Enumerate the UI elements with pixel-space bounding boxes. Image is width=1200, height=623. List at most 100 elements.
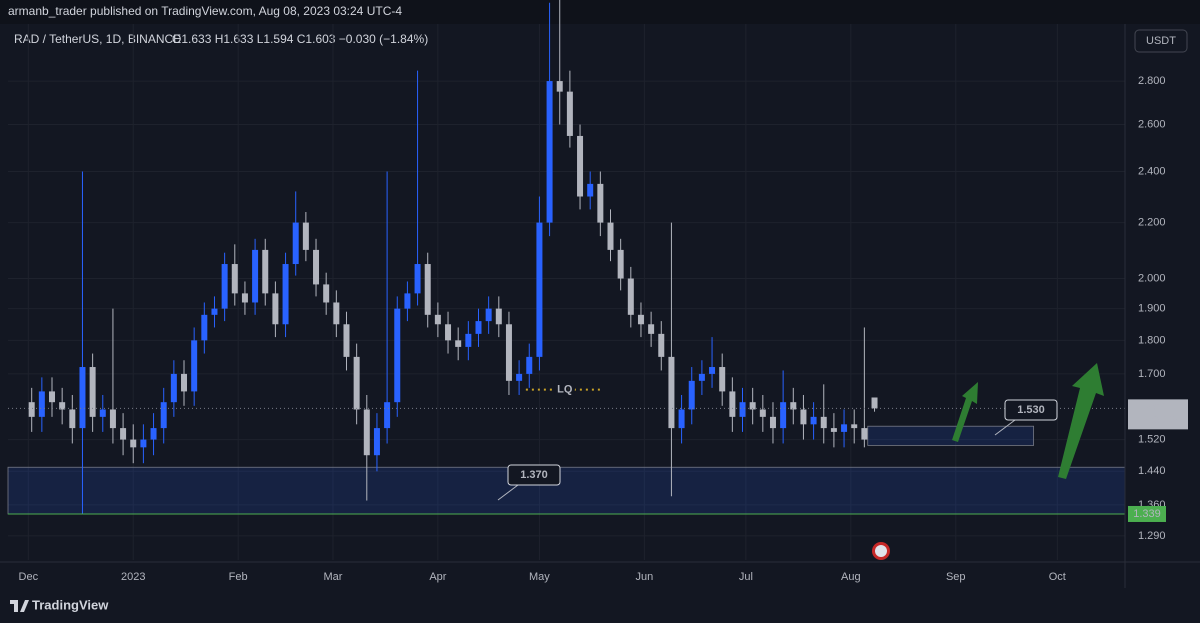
zone-label: 1.530 (1017, 404, 1045, 416)
event-icon[interactable] (872, 542, 890, 560)
y-tick-label: 1.800 (1138, 334, 1166, 346)
candle-body (830, 428, 837, 432)
candle-body (394, 308, 401, 403)
x-tick-label: Aug (841, 571, 861, 583)
candle-body (404, 293, 411, 309)
y-tick-label: 1.520 (1138, 433, 1166, 445)
arrow-large (1058, 363, 1104, 479)
candle-body (89, 367, 96, 417)
candle-body (556, 81, 563, 92)
candle-body (536, 222, 543, 357)
candle-body (221, 264, 228, 309)
candle-body (181, 373, 188, 392)
candle-body (739, 402, 746, 417)
candle-body (302, 222, 309, 250)
callout-box (1004, 399, 1058, 421)
candle-body (38, 391, 45, 417)
candle-body (69, 409, 76, 429)
candle-body (109, 409, 116, 429)
currency-button[interactable] (1134, 29, 1188, 53)
candle-body (434, 314, 441, 325)
y-tick-label: 1.700 (1138, 368, 1166, 380)
candle-body (648, 324, 655, 334)
x-tick-label: Apr (429, 571, 446, 583)
candle-body (516, 373, 523, 381)
candle-body (201, 314, 208, 341)
candle-body (333, 302, 340, 325)
candle-body (424, 264, 431, 315)
candle-body (445, 324, 452, 341)
candle-body (241, 293, 248, 303)
x-tick-label: Feb (229, 571, 248, 583)
countdown: 16:35:35 (1138, 414, 1181, 426)
arrow-small (952, 382, 978, 442)
candle-body (455, 340, 462, 347)
candle-body (577, 135, 584, 197)
candle-body (871, 397, 878, 409)
candle-body (769, 416, 776, 429)
y-tick-label: 2.000 (1138, 272, 1166, 284)
candle-body (759, 409, 766, 417)
candle-body (170, 373, 177, 403)
candle-body (627, 278, 634, 315)
candle-body (130, 439, 137, 448)
candle-body (790, 402, 797, 410)
callout-pointer (994, 419, 1016, 436)
candle-body (810, 416, 817, 425)
last-price-box (1128, 399, 1188, 430)
brand-logo (10, 600, 29, 612)
candle-body (363, 409, 370, 456)
candle-body (414, 264, 421, 294)
lq-label: LQ (557, 384, 573, 396)
support-price: 1.339 (1133, 508, 1161, 520)
candle-body (851, 424, 858, 429)
candle-body (820, 416, 827, 429)
zone-label: 1.370 (520, 469, 548, 481)
support-price-box (1128, 505, 1166, 522)
candle-body (313, 249, 320, 285)
zone (867, 425, 1035, 446)
candle-body (373, 428, 380, 456)
candle-body (292, 222, 299, 265)
candle-body (150, 428, 157, 440)
footer (0, 590, 1200, 623)
y-tick-label: 1.440 (1138, 465, 1166, 477)
candle-body (475, 321, 482, 334)
x-tick-label: Mar (323, 571, 342, 583)
candle-body (668, 356, 675, 429)
y-tick-label: 2.600 (1138, 118, 1166, 130)
candle-body (485, 308, 492, 322)
candle-body (780, 402, 787, 429)
y-tick-label: 1.290 (1138, 530, 1166, 542)
candle-body (658, 333, 665, 357)
candle-body (262, 249, 269, 294)
event-icon-center[interactable] (875, 545, 887, 557)
candle-body (688, 380, 695, 410)
x-tick-label: Oct (1049, 571, 1066, 583)
arrows (952, 363, 1104, 479)
candle-body (465, 333, 472, 347)
candle-body (587, 183, 594, 197)
candle-body (505, 324, 512, 381)
candle-body (597, 183, 604, 223)
candle-body (617, 249, 624, 279)
x-tick-label: Dec (19, 571, 39, 583)
ohlc-legend: O1.633 H1.633 L1.594 C1.603 −0.030 (−1.8… (172, 32, 428, 46)
candle-body (709, 367, 716, 374)
candle-body (160, 402, 167, 429)
zone (7, 466, 1126, 515)
candle-body (282, 264, 289, 325)
candle-body (120, 428, 127, 440)
x-tick-label: May (529, 571, 550, 583)
candle-body (59, 402, 66, 410)
candle-body (272, 293, 279, 325)
candle-body (231, 264, 238, 294)
candle-body (566, 91, 573, 136)
brand: TradingView (32, 597, 109, 612)
header-bar (0, 0, 1200, 24)
candle-body (191, 340, 198, 392)
candle-body (729, 391, 736, 417)
currency[interactable]: USDT (1146, 35, 1176, 47)
